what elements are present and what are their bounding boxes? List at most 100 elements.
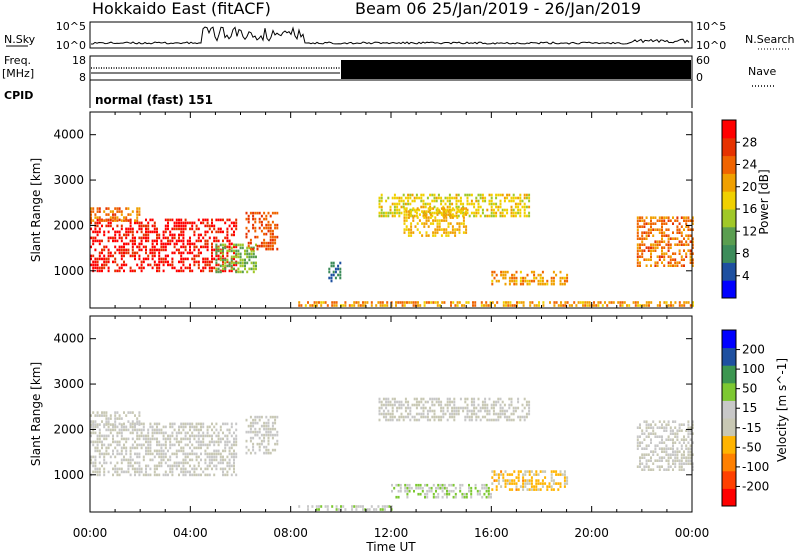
velocity-cell bbox=[142, 473, 145, 477]
power-cell bbox=[114, 245, 117, 249]
velocity-cell bbox=[197, 446, 200, 450]
velocity-cell bbox=[178, 431, 180, 435]
power-cell bbox=[473, 202, 476, 206]
velocity-cell bbox=[387, 403, 390, 407]
velocity-cell bbox=[647, 459, 650, 462]
power-cell bbox=[410, 231, 413, 234]
velocity-cell bbox=[658, 459, 661, 462]
velocity-cell bbox=[641, 456, 644, 459]
velocity-cell bbox=[118, 428, 121, 432]
power-cell bbox=[114, 219, 117, 222]
velocity-cell bbox=[521, 415, 524, 419]
power-cell bbox=[389, 208, 392, 212]
power-cell bbox=[537, 279, 540, 283]
power-cell bbox=[490, 193, 493, 197]
power-cell bbox=[202, 245, 205, 249]
power-cell bbox=[226, 264, 229, 268]
power-cell bbox=[182, 257, 185, 261]
power-cell bbox=[443, 231, 446, 234]
power-cell bbox=[645, 216, 648, 219]
power-cell bbox=[477, 193, 480, 197]
velocity-cell bbox=[140, 446, 143, 450]
power-cell bbox=[422, 199, 425, 203]
velocity-cell bbox=[267, 448, 270, 452]
power-cell bbox=[685, 301, 688, 304]
velocity-cell bbox=[167, 464, 169, 468]
velocity-region bbox=[245, 415, 279, 455]
velocity-cell bbox=[667, 438, 670, 441]
power-cell bbox=[691, 246, 694, 249]
power-cell bbox=[500, 273, 503, 277]
velocity-cell bbox=[398, 400, 401, 404]
velocity-cell bbox=[96, 414, 99, 417]
power-cell bbox=[643, 243, 646, 246]
power-cell bbox=[274, 226, 277, 230]
velocity-cell bbox=[523, 415, 526, 419]
velocity-cell bbox=[661, 450, 663, 453]
power-cell bbox=[473, 214, 476, 218]
power-cell bbox=[178, 224, 180, 228]
power-cell bbox=[125, 242, 128, 246]
power-cell bbox=[125, 233, 128, 237]
velocity-cell bbox=[195, 425, 198, 429]
power-cell bbox=[676, 243, 679, 246]
power-cell bbox=[256, 211, 259, 215]
power-cell bbox=[328, 270, 331, 274]
velocity-cell bbox=[222, 449, 224, 453]
velocity-cell bbox=[215, 467, 218, 471]
power-cell bbox=[687, 237, 690, 240]
velocity-cell bbox=[486, 406, 489, 410]
power-cell bbox=[462, 214, 465, 218]
velocity-cell bbox=[182, 464, 185, 468]
velocity-cell bbox=[420, 397, 423, 401]
power-cell bbox=[96, 257, 99, 261]
power-cell bbox=[416, 216, 419, 219]
power-cell bbox=[211, 257, 213, 261]
power-cell bbox=[517, 205, 520, 209]
power-cell bbox=[151, 257, 154, 261]
velocity-cell bbox=[258, 430, 261, 434]
power-cell bbox=[593, 301, 595, 304]
power-cell bbox=[222, 267, 224, 271]
velocity-cell bbox=[156, 425, 158, 429]
power-cell bbox=[435, 208, 438, 212]
power-cell bbox=[204, 263, 207, 267]
velocity-cell bbox=[477, 397, 480, 401]
velocity-cell bbox=[689, 444, 692, 447]
velocity-cell bbox=[215, 440, 218, 444]
power-cell bbox=[90, 254, 92, 258]
power-cell bbox=[440, 213, 443, 216]
power-cell bbox=[410, 301, 413, 304]
power-cell bbox=[486, 214, 489, 218]
velocity-cell bbox=[156, 443, 158, 447]
power-cell bbox=[512, 208, 515, 212]
power-cell bbox=[499, 193, 502, 197]
velocity-cell bbox=[691, 468, 694, 471]
power-x-ticks bbox=[89, 112, 693, 308]
power-cell bbox=[458, 228, 461, 231]
velocity-cell bbox=[385, 415, 388, 419]
velocity-cell bbox=[495, 403, 498, 407]
velocity-cell bbox=[391, 412, 394, 416]
velocity-cell bbox=[219, 440, 222, 444]
power-cell bbox=[489, 304, 492, 307]
velocity-cell bbox=[511, 488, 514, 491]
power-cell bbox=[228, 224, 231, 228]
velocity-cell bbox=[422, 415, 425, 419]
power-cell bbox=[443, 213, 446, 216]
power-cell bbox=[645, 234, 648, 237]
power-cell bbox=[98, 269, 101, 273]
power-cell bbox=[237, 270, 240, 274]
power-cell bbox=[663, 252, 666, 255]
power-cell bbox=[129, 224, 132, 228]
power-cell bbox=[189, 227, 191, 231]
power-cell bbox=[519, 276, 522, 280]
power-cell bbox=[109, 218, 112, 222]
power-cell bbox=[204, 239, 207, 243]
velocity-cell bbox=[145, 437, 147, 441]
velocity-ytick-label: 3000 bbox=[53, 377, 84, 391]
velocity-cell bbox=[687, 426, 690, 429]
velocity-cell bbox=[127, 461, 130, 465]
velocity-cell bbox=[484, 403, 487, 407]
velocity-cell bbox=[167, 434, 169, 438]
